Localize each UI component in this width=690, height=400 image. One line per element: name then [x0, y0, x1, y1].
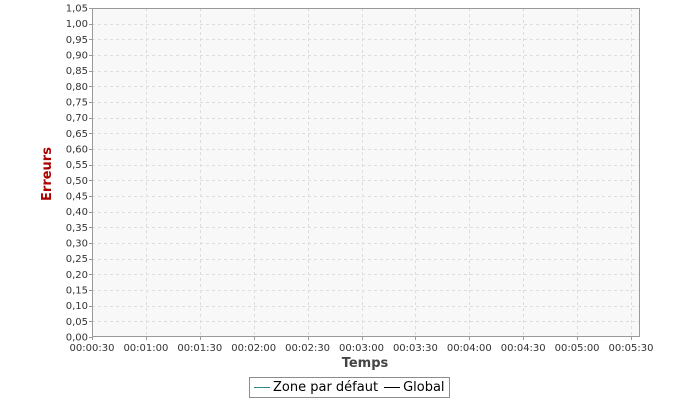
legend-label: Global	[403, 380, 445, 395]
y-tick-label: 0,90	[66, 51, 88, 62]
legend-swatch	[384, 387, 401, 388]
y-tick-label: 1,00	[66, 19, 88, 30]
x-tick-label: 00:02:30	[285, 343, 330, 354]
y-tick-label: 0,15	[66, 286, 88, 297]
x-tick-label: 00:02:00	[231, 343, 276, 354]
y-tick-label: 0,55	[66, 160, 88, 171]
y-tick-label: 0,10	[66, 301, 88, 312]
y-tick-label: 0,35	[66, 223, 88, 234]
y-tick-label: 0,25	[66, 254, 88, 265]
y-tick-label: 0,40	[66, 207, 88, 218]
x-axis-title: Temps	[342, 356, 389, 371]
y-tick-label: 0,95	[66, 35, 88, 46]
legend-label: Zone par défaut	[273, 380, 379, 395]
x-tick-label: 00:03:30	[393, 343, 438, 354]
y-tick-label: 0,60	[66, 145, 88, 156]
y-axis-title: Erreurs	[40, 147, 55, 201]
y-tick-label: 0,50	[66, 176, 88, 187]
y-tick-label: 0,30	[66, 239, 88, 250]
y-tick-label: 0,70	[66, 113, 88, 124]
legend: Zone par défaut Global	[249, 377, 450, 398]
y-tick-label: 0,20	[66, 270, 88, 281]
plot-area	[92, 8, 640, 337]
x-tick-label: 00:04:00	[447, 343, 492, 354]
y-tick-label: 0,65	[66, 129, 88, 140]
x-axis-ticks: 00:00:30 00:01:00 00:01:30 00:02:00 00:02:30…	[70, 337, 654, 354]
legend-item-global: Global	[384, 380, 445, 395]
y-tick-label: 0,45	[66, 192, 88, 203]
y-tick-label: 1,05	[66, 4, 88, 15]
x-tick-label: 00:01:00	[123, 343, 168, 354]
legend-item-zone: Zone par défaut	[254, 380, 378, 395]
x-tick-label: 00:05:30	[609, 343, 654, 354]
y-tick-label: 0,05	[66, 317, 88, 328]
plot-border	[92, 8, 640, 337]
gridlines	[92, 8, 640, 337]
x-tick-label: 00:05:00	[555, 343, 600, 354]
y-tick-label: 0,00	[66, 333, 88, 344]
x-tick-label: 00:00:30	[70, 343, 115, 354]
y-tick-label: 0,80	[66, 82, 88, 93]
x-tick-label: 00:01:30	[177, 343, 222, 354]
y-tick-label: 0,85	[66, 66, 88, 77]
y-axis-ticks: 0,00 0,05 0,10 0,15 0,20 0,25 0,30 0,35 0,40 0,45…	[66, 4, 92, 344]
x-tick-label: 00:03:00	[339, 343, 384, 354]
legend-swatch	[254, 387, 270, 388]
y-tick-label: 0,75	[66, 98, 88, 109]
x-tick-label: 00:04:30	[501, 343, 546, 354]
